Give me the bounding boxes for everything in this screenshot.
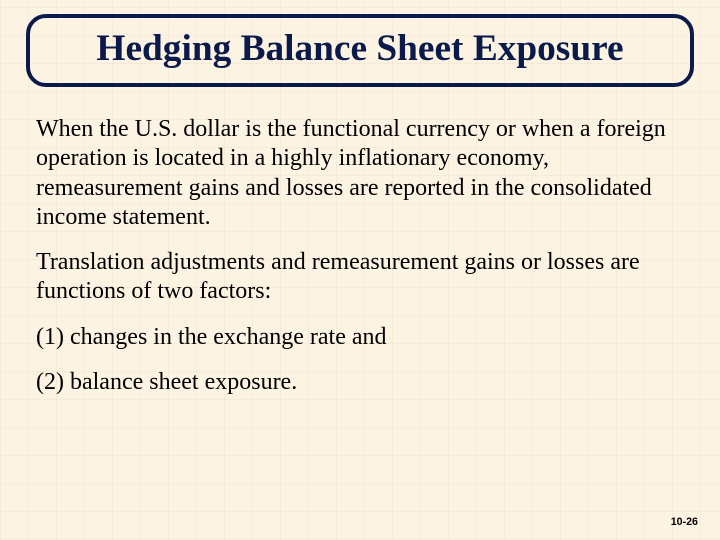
body-paragraph: When the U.S. dollar is the functional c… xyxy=(36,115,684,232)
title-box: Hedging Balance Sheet Exposure xyxy=(26,14,694,87)
slide-title: Hedging Balance Sheet Exposure xyxy=(48,28,672,69)
body-paragraph: (2) balance sheet exposure. xyxy=(36,368,684,397)
body-paragraph: (1) changes in the exchange rate and xyxy=(36,323,684,352)
body-container: When the U.S. dollar is the functional c… xyxy=(18,115,702,397)
page-number: 10-26 xyxy=(671,516,698,528)
body-paragraph: Translation adjustments and remeasuremen… xyxy=(36,248,684,307)
slide-container: Hedging Balance Sheet Exposure When the … xyxy=(0,0,720,540)
